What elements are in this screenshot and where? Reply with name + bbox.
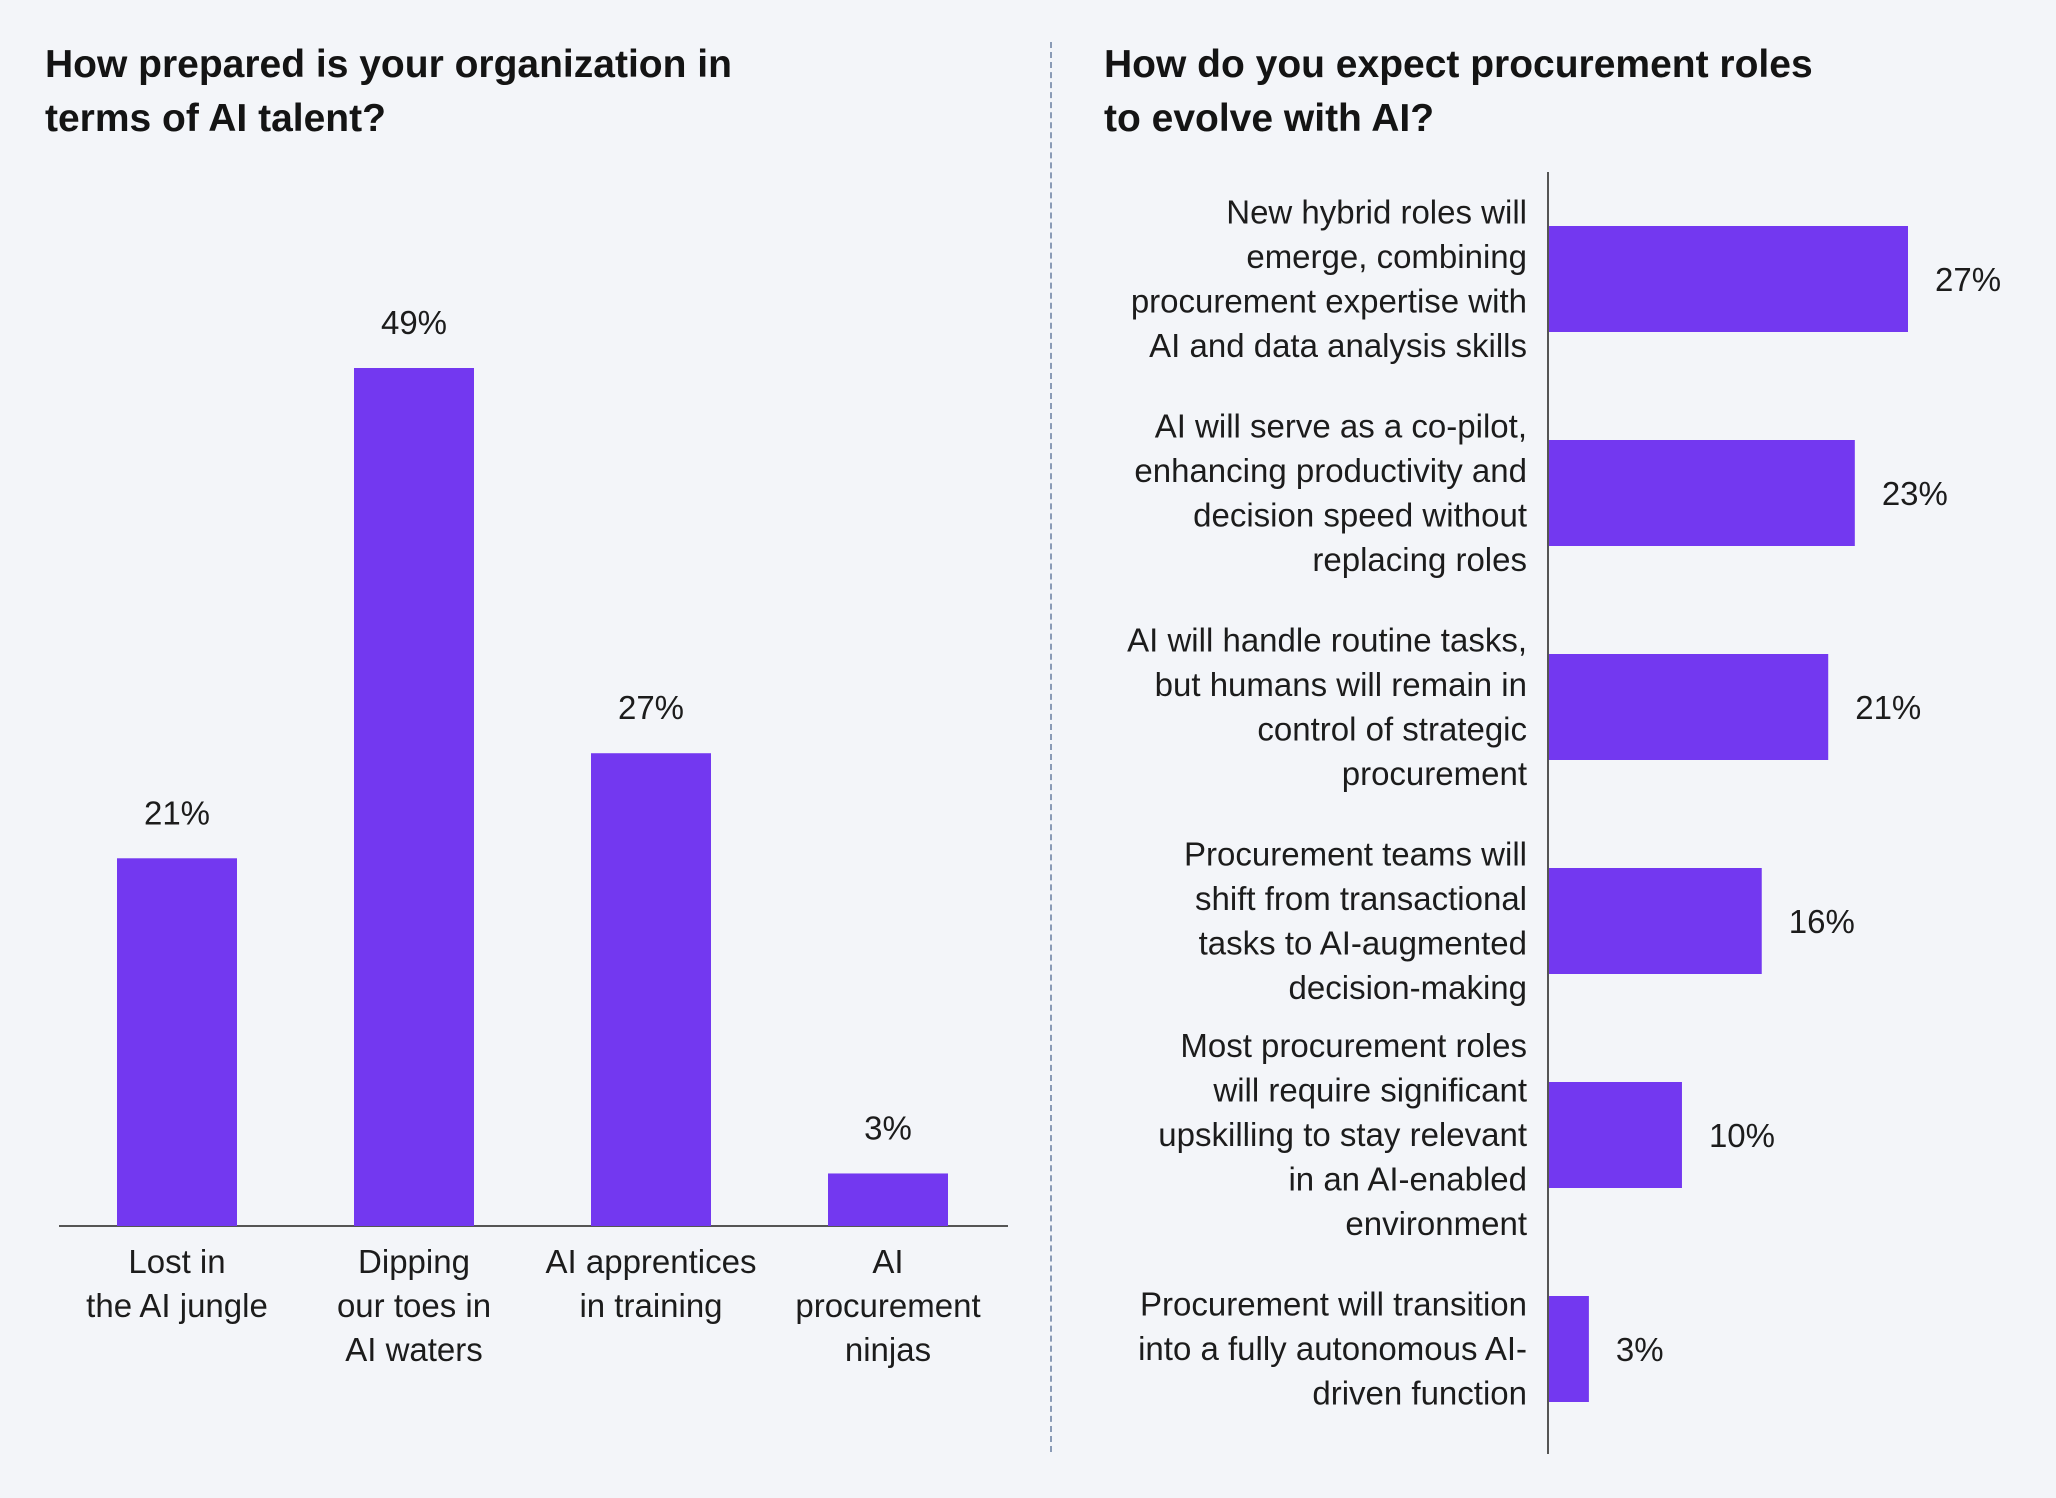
right-bar-1: [1549, 226, 1908, 332]
left-category-label-3-line-2: in training: [579, 1287, 722, 1324]
right-category-label-1-line-2: emerge, combining: [1246, 238, 1527, 275]
right-chart-title: How do you expect procurement roles to e…: [1104, 38, 2004, 146]
right-category-label-5-line-2: will require significant: [1212, 1072, 1527, 1109]
left-bar-1: [117, 858, 237, 1226]
right-category-label-5-line-4: in an AI-enabled: [1288, 1161, 1527, 1198]
right-category-label-1-line-3: procurement expertise with: [1131, 282, 1527, 319]
left-category-label-2-line-3: AI waters: [345, 1331, 483, 1368]
right-category-label-2-line-4: replacing roles: [1312, 541, 1527, 578]
right-category-label-4-line-1: Procurement teams will: [1184, 835, 1527, 872]
right-category-label-3-line-1: AI will handle routine tasks,: [1127, 621, 1527, 658]
right-value-label-5: 10%: [1709, 1117, 1775, 1154]
right-title-line-2: to evolve with AI?: [1104, 97, 1435, 140]
left-title-line-2: terms of AI talent?: [45, 97, 386, 140]
right-value-label-1: 27%: [1935, 261, 2001, 298]
left-title-line-1: How prepared is your organization in: [45, 43, 732, 86]
right-bar-4: [1549, 868, 1762, 974]
left-value-label-4: 3%: [864, 1109, 912, 1146]
left-category-label-4-line-1: AI: [872, 1243, 903, 1280]
right-value-label-4: 16%: [1789, 903, 1855, 940]
left-chart-title: How prepared is your organization in ter…: [45, 38, 1045, 146]
right-category-label-4-line-3: tasks to AI-augmented: [1199, 924, 1527, 961]
right-bar-5: [1549, 1082, 1682, 1188]
right-category-label-6-line-1: Procurement will transition: [1140, 1286, 1527, 1323]
left-value-label-2: 49%: [381, 304, 447, 341]
right-category-label-6-line-3: driven function: [1312, 1375, 1527, 1412]
right-category-label-3-line-2: but humans will remain in: [1155, 666, 1527, 703]
left-category-label-2-line-2: our toes in: [337, 1287, 491, 1324]
left-category-label-2-line-1: Dipping: [358, 1243, 470, 1280]
left-category-label-3-line-1: AI apprentices: [546, 1243, 757, 1280]
right-category-label-4-line-4: decision-making: [1289, 969, 1527, 1006]
right-bar-3: [1549, 654, 1829, 760]
right-category-label-5-line-1: Most procurement roles: [1180, 1027, 1527, 1064]
right-title-line-1: How do you expect procurement roles: [1104, 43, 1813, 86]
right-category-label-2-line-3: decision speed without: [1193, 496, 1527, 533]
left-category-label-4-line-2: procurement: [795, 1287, 980, 1324]
right-bar-2: [1549, 440, 1855, 546]
left-category-label-1-line-2: the AI jungle: [86, 1287, 268, 1324]
right-value-label-2: 23%: [1882, 475, 1948, 512]
left-bar-3: [591, 753, 711, 1226]
right-category-label-4-line-2: shift from transactional: [1195, 880, 1527, 917]
left-value-label-3: 27%: [618, 689, 684, 726]
right-category-label-3-line-3: control of strategic: [1257, 710, 1527, 747]
left-value-label-1: 21%: [144, 794, 210, 831]
right-category-label-5-line-5: environment: [1345, 1205, 1527, 1242]
left-bar-2: [354, 368, 474, 1226]
left-category-label-4-line-3: ninjas: [845, 1331, 931, 1368]
right-value-label-3: 21%: [1855, 689, 1921, 726]
left-bar-4: [828, 1173, 948, 1226]
right-bar-6: [1549, 1296, 1589, 1402]
right-category-label-2-line-1: AI will serve as a co-pilot,: [1155, 407, 1527, 444]
right-category-label-2-line-2: enhancing productivity and: [1134, 452, 1527, 489]
panel-divider: [1050, 42, 1052, 1452]
right-category-label-1-line-4: AI and data analysis skills: [1149, 327, 1527, 364]
right-category-label-6-line-2: into a fully autonomous AI-: [1138, 1330, 1527, 1367]
right-category-label-1-line-1: New hybrid roles will: [1226, 193, 1527, 230]
left-category-label-1-line-1: Lost in: [128, 1243, 225, 1280]
right-category-label-5-line-3: upskilling to stay relevant: [1158, 1116, 1527, 1153]
right-value-label-6: 3%: [1616, 1331, 1664, 1368]
right-category-label-3-line-4: procurement: [1342, 755, 1527, 792]
